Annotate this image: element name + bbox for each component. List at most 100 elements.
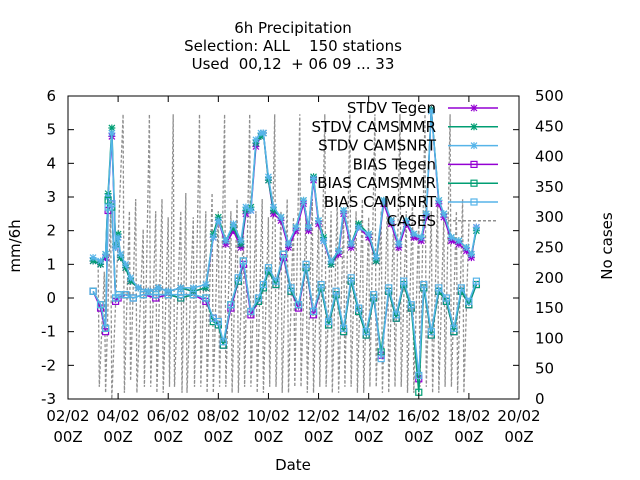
data-point: [234, 274, 242, 282]
legend-marker: [470, 179, 478, 187]
y2-tick-label: 200: [535, 269, 564, 287]
legend-label: CASES: [387, 212, 436, 230]
y2-tick-label: 100: [535, 329, 564, 347]
data-point: [239, 257, 247, 265]
legend-entry: BIAS CAMSNRT: [324, 193, 498, 211]
y-tick-label: 3: [46, 188, 56, 206]
data-point: [324, 317, 333, 326]
data-point: [202, 281, 210, 289]
title-line: Selection: ALL 150 stations: [184, 37, 402, 55]
x-tick-label-time: 00Z: [154, 428, 183, 446]
data-point: [422, 210, 430, 218]
series-bias-camsnrt: [89, 200, 481, 380]
data-point: [89, 287, 97, 295]
y2-tick-label: 450: [535, 117, 564, 135]
x-tick-label: 12/02: [297, 407, 340, 425]
y2-tick-label: 400: [535, 148, 564, 166]
data-point: [385, 284, 393, 292]
data-point: [108, 200, 116, 208]
y-axis-label: mm/6h: [6, 219, 24, 272]
plot-frame: [67, 95, 520, 400]
data-point: [427, 107, 435, 115]
data-point: [347, 240, 355, 248]
data-point: [117, 250, 125, 258]
legend-label: BIAS CAMSMMR: [317, 174, 436, 192]
data-point: [380, 196, 388, 204]
legend-label: STDV CAMSMMR: [311, 118, 436, 136]
data-point: [89, 287, 97, 295]
x-tick-label: 02/02: [46, 407, 89, 425]
data-point: [247, 307, 255, 316]
x-tick-label: 10/02: [247, 407, 290, 425]
data-point: [300, 196, 308, 204]
legend-entry: BIAS CAMSMMR: [317, 174, 498, 192]
legend-entry: STDV CAMSMMR: [311, 118, 498, 136]
data-point: [97, 257, 105, 265]
y2-tick-label: 350: [535, 178, 564, 196]
data-point: [395, 240, 403, 248]
y-tick-label: -2: [41, 356, 56, 374]
data-point: [219, 338, 227, 346]
data-point: [309, 307, 318, 316]
data-point: [400, 277, 408, 285]
data-point: [247, 206, 255, 214]
data-point: [355, 223, 363, 231]
legend-label: BIAS Tegen: [353, 155, 436, 173]
data-point: [450, 324, 458, 332]
data-point: [347, 274, 355, 282]
data-point: [237, 237, 245, 245]
data-point: [435, 196, 443, 204]
data-point: [108, 129, 116, 137]
data-point: [277, 213, 285, 221]
legend-label: STDV Tegen: [347, 99, 436, 117]
data-point: [254, 294, 263, 302]
x-tick-label-time: 00Z: [103, 428, 132, 446]
legend-entry: CASES: [387, 212, 498, 230]
title-line: Used 00,12 + 06 09 ... 33: [192, 55, 395, 73]
data-point: [227, 301, 235, 309]
data-point: [96, 301, 105, 309]
title-line: 6h Precipitation: [234, 19, 352, 37]
data-point: [294, 301, 303, 309]
data-point: [229, 220, 237, 228]
x-tick-label-time: 00Z: [454, 428, 483, 446]
data-point: [420, 280, 428, 289]
data-point: [122, 291, 130, 299]
data-point: [407, 301, 415, 309]
data-point: [112, 244, 120, 251]
data-point: [202, 294, 210, 302]
data-point: [365, 230, 373, 238]
series-stdv-camsnrt: [89, 107, 480, 295]
data-point: [189, 284, 197, 292]
y-tick-label: -1: [41, 323, 56, 341]
cases-series: [97, 114, 470, 400]
data-point: [287, 284, 295, 292]
x-tick-label: 16/02: [397, 407, 440, 425]
y-axis-ticks: -3 -2 -1 0 1 2 3 4 5 6: [41, 87, 519, 408]
data-point: [189, 291, 197, 299]
data-point: [222, 237, 230, 245]
data-point: [447, 233, 455, 241]
data-point: [264, 264, 273, 272]
legend-marker: [470, 123, 478, 131]
data-point: [310, 174, 318, 182]
data-point: [264, 173, 272, 181]
data-point: [292, 223, 300, 231]
data-point: [214, 317, 222, 326]
legend-marker: [470, 160, 478, 168]
data-point: [164, 291, 172, 299]
legend-marker: [470, 104, 478, 112]
data-point: [108, 124, 116, 132]
data-point: [457, 284, 465, 292]
data-point: [377, 355, 385, 363]
data-point: [269, 203, 277, 211]
data-point: [362, 328, 370, 336]
data-point: [101, 324, 110, 332]
data-point: [242, 203, 250, 211]
data-point: [129, 294, 137, 302]
data-point: [392, 311, 400, 319]
legend-label: BIAS CAMSNRT: [324, 193, 437, 211]
data-point: [472, 223, 480, 231]
